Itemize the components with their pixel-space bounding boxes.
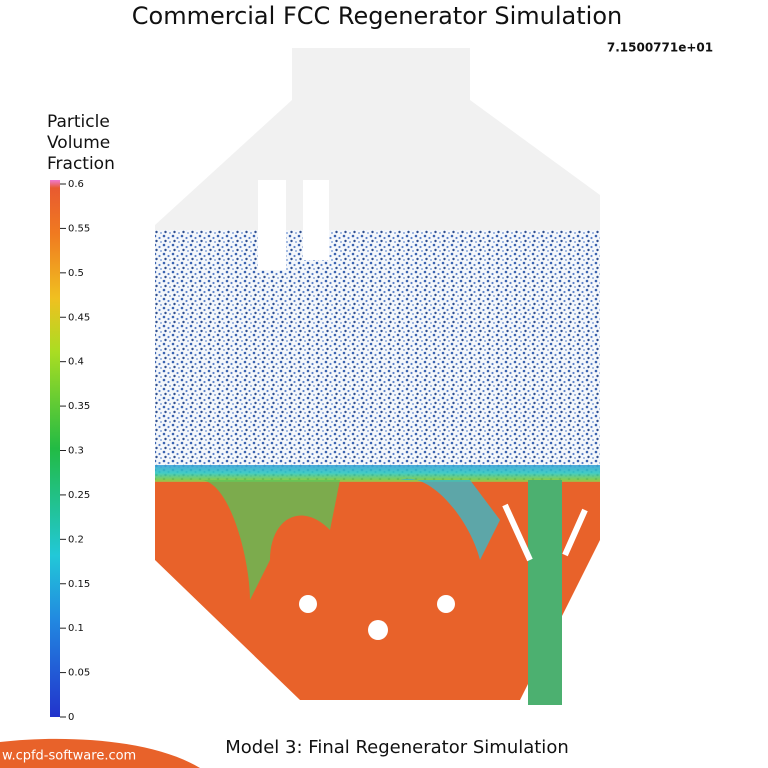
regenerator-vessel: [155, 48, 600, 705]
watermark-bg: [0, 738, 200, 768]
colorbar: 0.6 0.55 0.5 0.45 0.4 0.35 0.3 0.25 0.2 0.15 0.1 0.…: [50, 179, 90, 723]
colorbar-tick-label: 0.15: [68, 579, 90, 590]
colorbar-tick-label: 0.1: [68, 623, 84, 634]
colorbar-tick-label: 0.55: [68, 223, 90, 234]
colorbar-tick-label: 0.25: [68, 490, 90, 501]
colorbar-tick-label: 0.6: [68, 179, 84, 190]
colorbar-label: Fraction: [47, 154, 115, 174]
colorbar-tick-label: 0.45: [68, 312, 90, 323]
caption: Model 3: Final Regenerator Simulation: [225, 737, 568, 758]
colorbar-tick-label: 0: [68, 712, 74, 723]
colorbar-tick-label: 0.4: [68, 357, 84, 368]
title: Commercial FCC Regenerator Simulation: [132, 2, 622, 30]
colorbar-label: Volume: [47, 133, 110, 153]
watermark: w.cpfd-software.com: [2, 749, 136, 764]
colorbar-tick-label: 0.5: [68, 268, 84, 279]
colorbar-label: Particle: [47, 112, 110, 132]
timestamp: 7.1500771e+01: [607, 41, 713, 55]
colorbar-tick-label: 0.35: [68, 401, 90, 412]
colorbar-tick-label: 0.3: [68, 446, 84, 457]
colorbar-tick-label: 0.2: [68, 534, 84, 545]
colorbar-tick-label: 0.05: [68, 668, 90, 679]
